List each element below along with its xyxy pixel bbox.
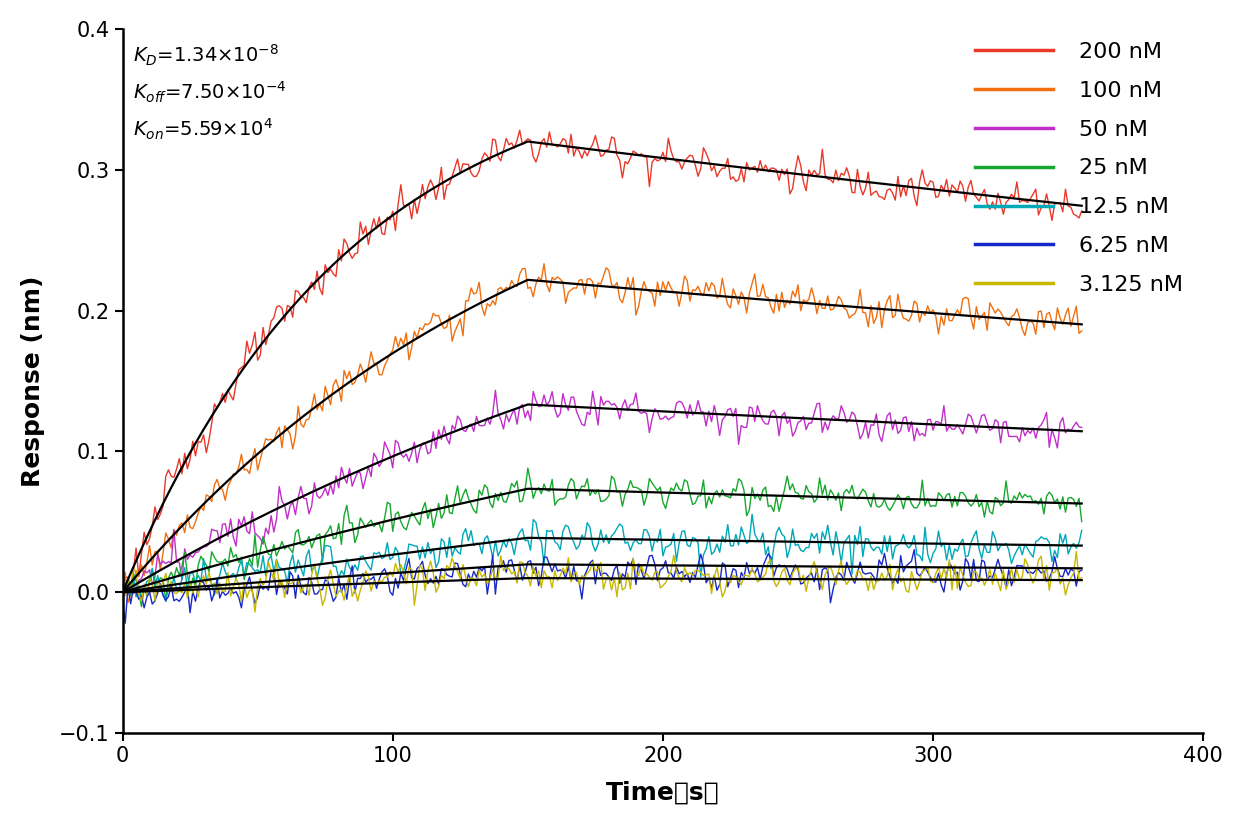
Y-axis label: Response (nm): Response (nm): [21, 276, 45, 487]
X-axis label: Time（s）: Time（s）: [606, 780, 720, 804]
Text: $K_D$=1.34×10$^{-8}$
$K_{off}$=7.50×10$^{-4}$
$K_{on}$=5.59×10$^{4}$: $K_D$=1.34×10$^{-8}$ $K_{off}$=7.50×10$^…: [133, 43, 287, 142]
Legend: 200 nM, 100 nM, 50 nM, 25 nM, 12.5 nM, 6.25 nM, 3.125 nM: 200 nM, 100 nM, 50 nM, 25 nM, 12.5 nM, 6…: [965, 33, 1192, 304]
